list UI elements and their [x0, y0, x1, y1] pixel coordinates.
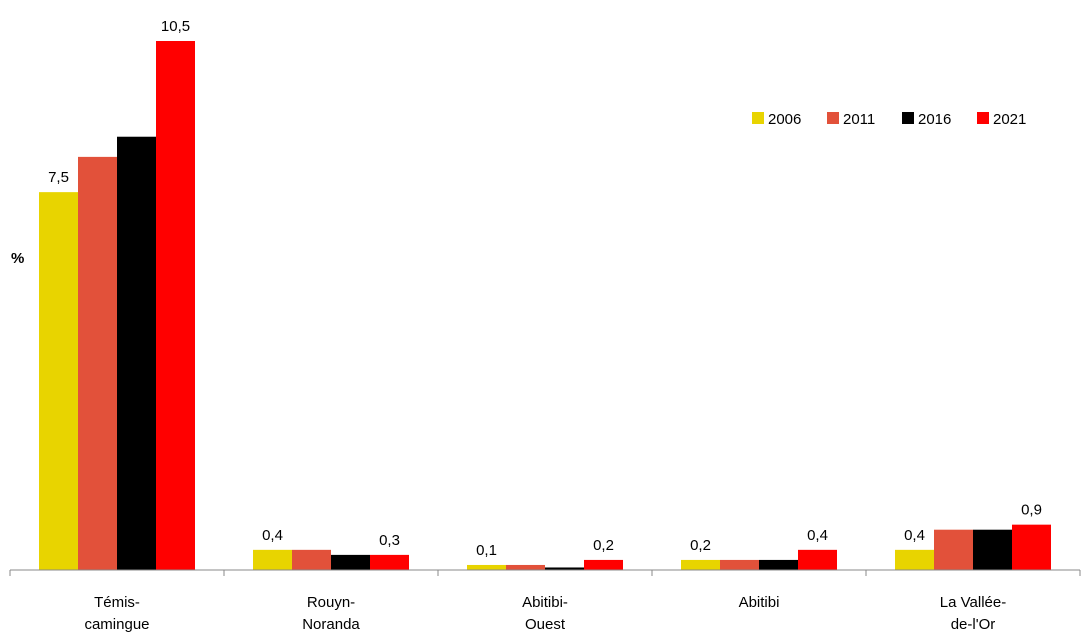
- bar-2021: [584, 559, 623, 570]
- category-label: camingue: [84, 616, 149, 633]
- bar-2021: [370, 554, 409, 570]
- legend-label: 2021: [993, 111, 1026, 128]
- legend-swatch: [752, 112, 764, 124]
- bar-2011: [78, 156, 117, 570]
- bar-2016: [331, 554, 370, 570]
- data-label: 0,4: [262, 527, 283, 544]
- data-label: 0,2: [593, 537, 614, 554]
- bar-2011: [934, 529, 973, 570]
- bar-2006: [895, 549, 934, 570]
- bars-group: [39, 41, 1051, 570]
- y-axis-label: %: [11, 250, 24, 267]
- category-label: Rouyn-: [307, 594, 355, 611]
- category-label: Ouest: [525, 616, 566, 633]
- category-label: de-l'Or: [951, 616, 996, 633]
- bar-2016: [545, 567, 584, 570]
- legend-label: 2006: [768, 111, 801, 128]
- legend: 2006 2011 2016 2021: [752, 111, 1026, 128]
- data-label: 10,5: [161, 18, 190, 35]
- bar-2011: [506, 564, 545, 570]
- data-label: 0,4: [807, 527, 828, 544]
- bar-2021: [156, 41, 195, 570]
- data-label: 7,5: [48, 169, 69, 186]
- category-label: Témis-: [94, 594, 140, 611]
- data-label: 0,1: [476, 542, 497, 559]
- legend-swatch: [977, 112, 989, 124]
- legend-label: 2011: [843, 111, 875, 128]
- bar-2016: [973, 529, 1012, 570]
- x-axis-ticks: [9, 570, 1081, 576]
- legend-swatch: [902, 112, 914, 124]
- bar-2011: [292, 549, 331, 570]
- data-label: 0,2: [690, 537, 711, 554]
- category-label: Noranda: [302, 616, 360, 633]
- bar-2016: [759, 559, 798, 570]
- legend-swatch: [827, 112, 839, 124]
- legend-label: 2016: [918, 111, 951, 128]
- bar-2021: [1012, 524, 1051, 570]
- data-label: 0,4: [904, 527, 925, 544]
- bar-2021: [798, 549, 837, 570]
- category-label: Abitibi-: [522, 594, 568, 611]
- data-labels-group: 7,5 10,5 0,4 0,3 0,1 0,2 0,2 0,4 0,4 0,9: [48, 18, 1042, 559]
- bar-2006: [253, 549, 292, 570]
- bar-2016: [117, 136, 156, 570]
- category-label: La Vallée-: [940, 594, 1006, 611]
- bar-2006: [467, 564, 506, 570]
- data-label: 0,3: [379, 532, 400, 549]
- data-label: 0,9: [1021, 502, 1042, 519]
- bar-2006: [39, 192, 78, 570]
- bar-2006: [681, 559, 720, 570]
- category-labels-group: Témis-camingue Rouyn- Noranda Abitibi- Ouest…: [84, 594, 1006, 633]
- bar-2011: [720, 559, 759, 570]
- category-label: Abitibi: [739, 594, 780, 611]
